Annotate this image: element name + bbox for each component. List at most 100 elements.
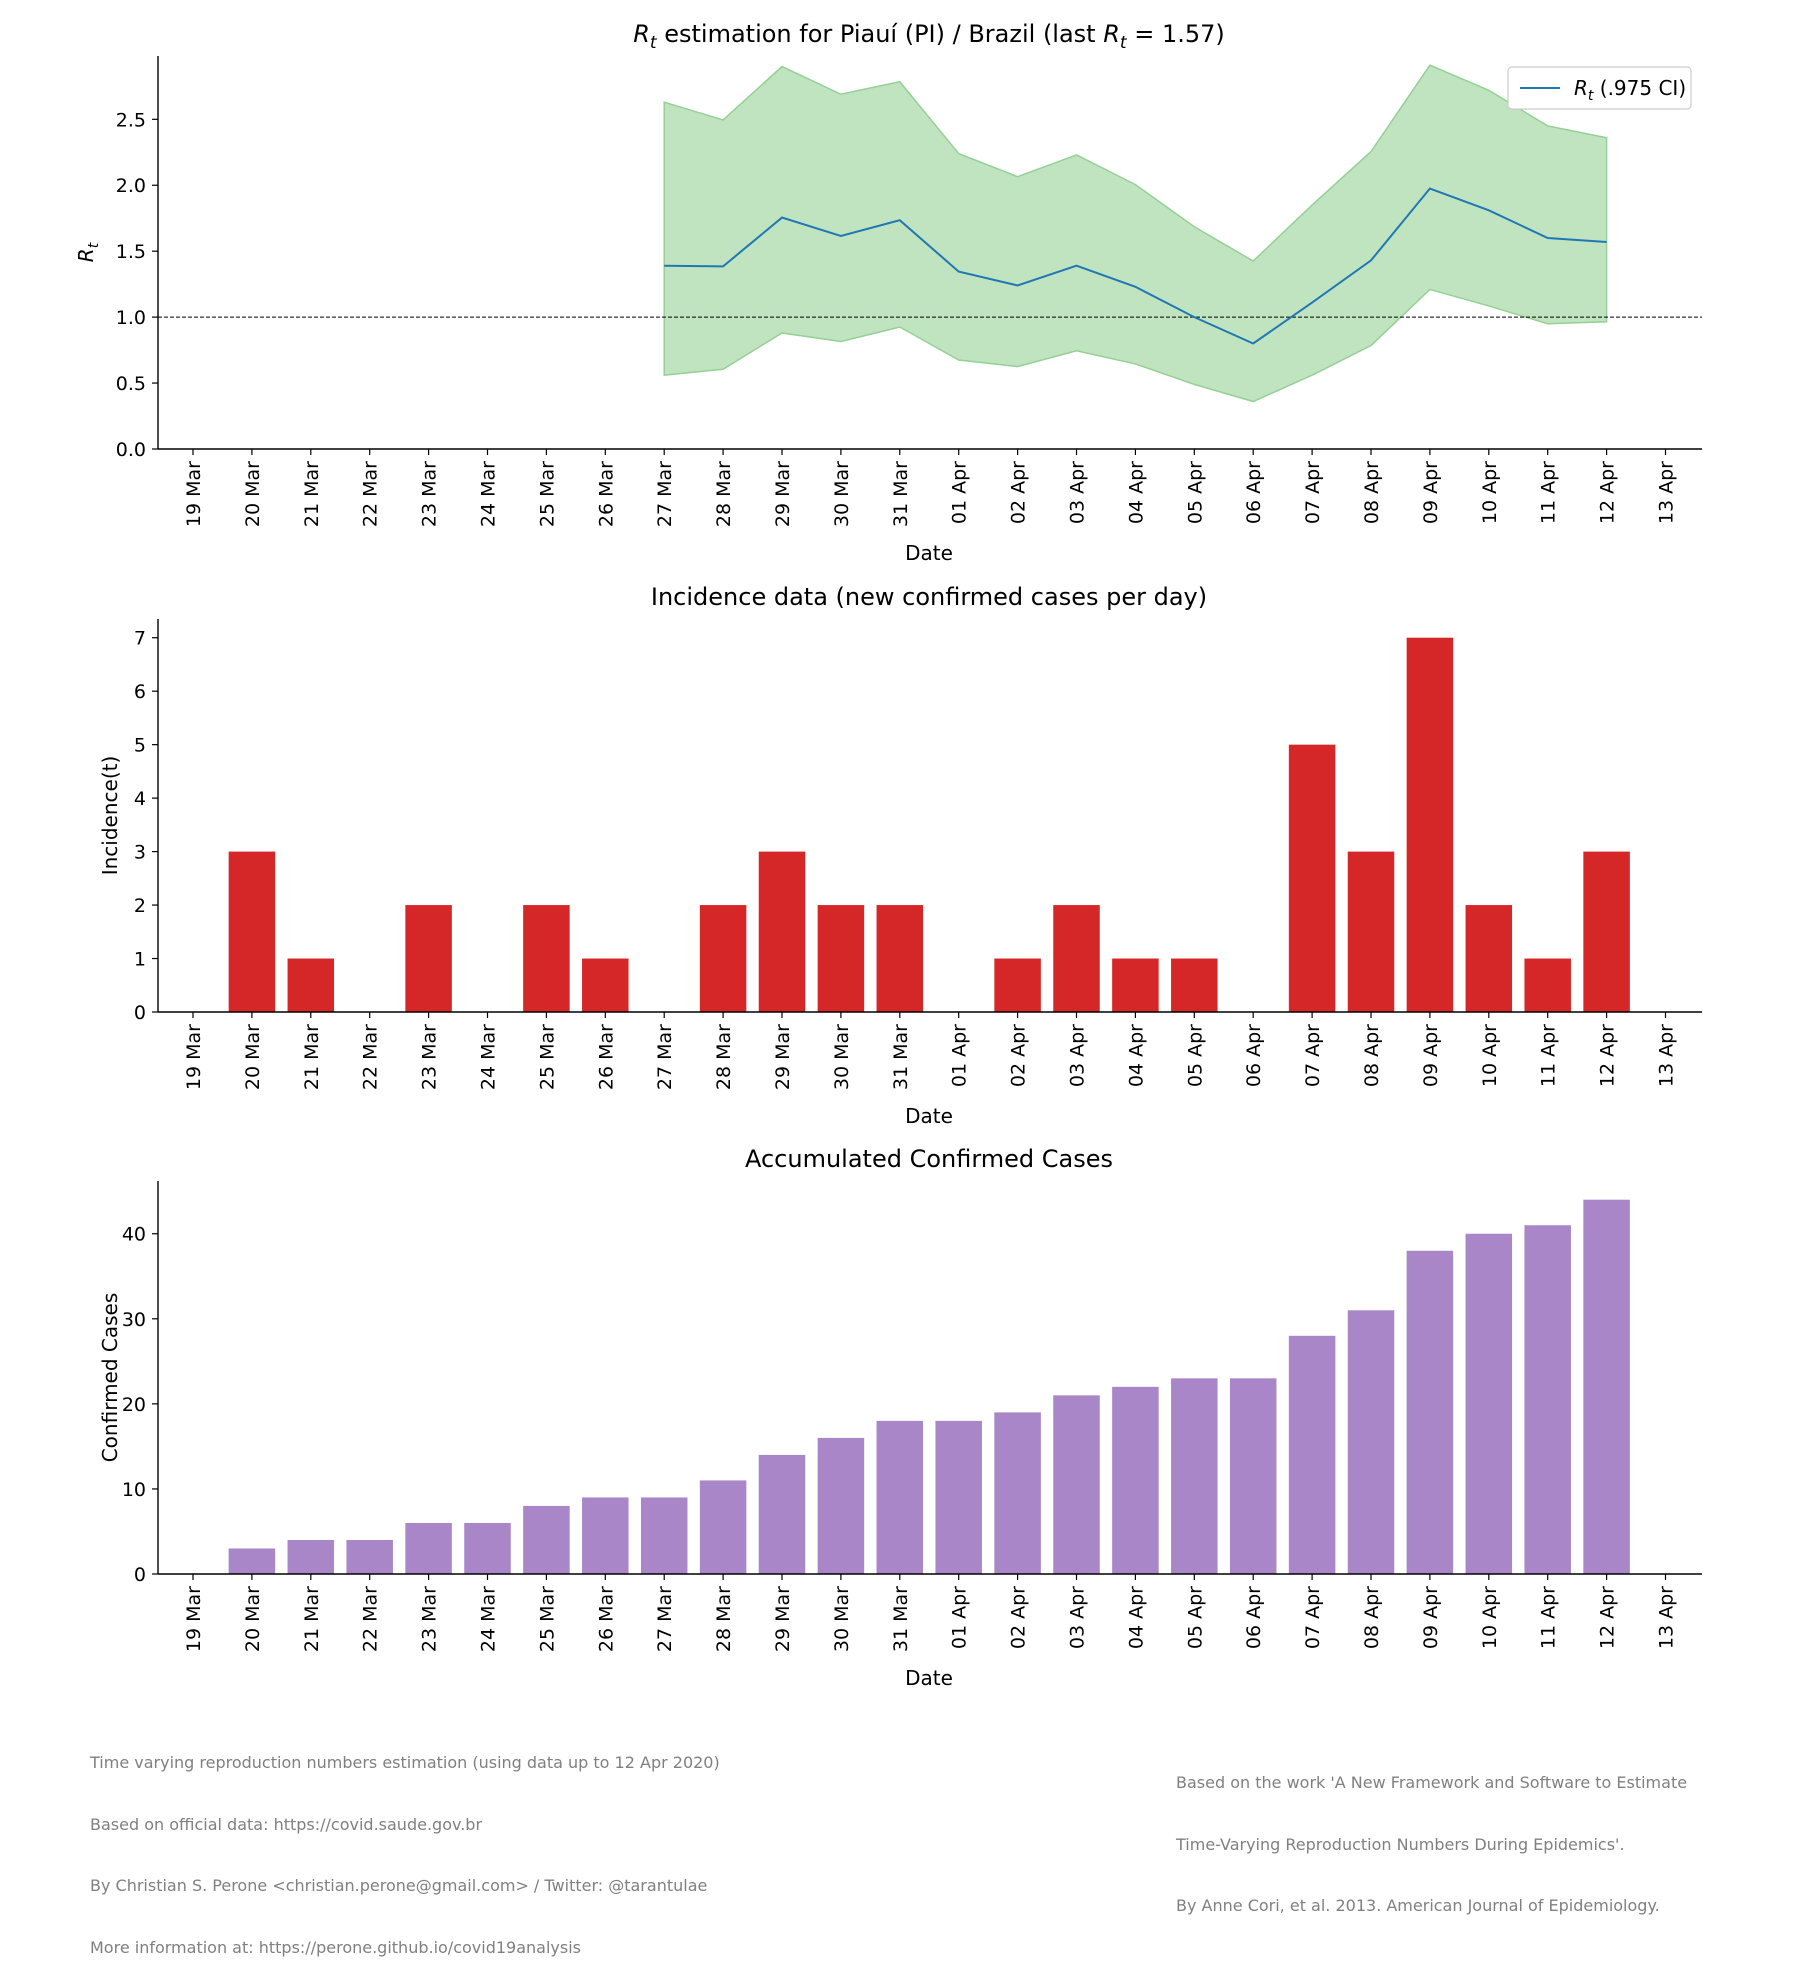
x-tick-label: 05 Apr <box>1184 1024 1206 1087</box>
x-tick-label: 23 Mar <box>419 461 441 527</box>
bar <box>405 1522 452 1574</box>
y-tick-label: 0 <box>134 1002 146 1024</box>
bar <box>1524 1225 1571 1574</box>
chart-title: Accumulated Confirmed Cases <box>745 1145 1113 1173</box>
bar <box>1583 1199 1630 1574</box>
bar <box>1171 958 1218 1012</box>
title-r: R <box>633 20 650 48</box>
accumulated-chart: 0 10 20 30 40 19 Mar 20 Mar 21 Mar 22 Mar 23 Mar 2… <box>98 1145 1702 1690</box>
bar <box>1347 1310 1395 1574</box>
x-tick-label: 09 Apr <box>1420 461 1442 524</box>
x-tick-label: 30 Mar <box>831 461 853 527</box>
title-sub: t <box>1120 33 1128 53</box>
title-text: = 1.57) <box>1127 20 1225 48</box>
x-tick-label: 22 Mar <box>360 461 382 527</box>
bar <box>758 851 806 1012</box>
y-axis-label: Confirmed Cases <box>98 1293 122 1463</box>
bar <box>817 1437 865 1574</box>
x-tick-label: 21 Mar <box>301 461 323 527</box>
bar <box>405 905 452 1012</box>
x-tick-label: 03 Apr <box>1067 1586 1089 1649</box>
rt-chart: Rt (.975 CI) 0.0 0.5 1.0 1.5 2.0 2.5 19 Mar 20 M… <box>74 20 1702 565</box>
x-tick-label: 09 Apr <box>1420 1586 1442 1649</box>
x-tick-label: 12 Apr <box>1597 461 1619 524</box>
legend-label-sub: t <box>1588 88 1594 104</box>
x-tick-label: 29 Mar <box>772 461 794 527</box>
bar <box>876 905 924 1012</box>
x-tick-label: 30 Mar <box>831 1024 853 1090</box>
y-axis-label-r: R <box>74 248 98 262</box>
bar <box>1406 637 1454 1012</box>
x-tick-label: 24 Mar <box>478 1024 500 1090</box>
y-tick-label: 7 <box>134 628 146 650</box>
rt-series-line <box>664 187 1607 345</box>
x-tick-label: 09 Apr <box>1420 1024 1442 1087</box>
x-tick-label: 25 Mar <box>536 461 558 527</box>
bar <box>346 1539 393 1574</box>
x-tick-label: 23 Mar <box>419 1586 441 1652</box>
y-axis-label: Rt <box>74 242 102 262</box>
chart-title: Rt estimation for Piauí (PI) / Brazil (l… <box>633 20 1225 53</box>
bar <box>1288 744 1336 1012</box>
x-tick-label: 07 Apr <box>1302 1586 1324 1649</box>
title-r: R <box>1103 20 1120 48</box>
x-tick-label: 01 Apr <box>949 1586 971 1649</box>
bar <box>1229 1378 1277 1574</box>
x-tick-label: 25 Mar <box>536 1024 558 1090</box>
x-tick-label: 22 Mar <box>360 1586 382 1652</box>
x-tick-label: 28 Mar <box>713 1586 735 1652</box>
footer-line: Based on the work 'A New Framework and S… <box>1176 1773 1688 1792</box>
bar <box>228 851 276 1012</box>
x-tick-label: 01 Apr <box>949 461 971 524</box>
bar <box>287 958 335 1012</box>
x-tick-label: 24 Mar <box>478 1586 500 1652</box>
x-tick-label: 11 Apr <box>1538 461 1560 524</box>
x-tick-label: 28 Mar <box>713 461 735 527</box>
bar <box>1171 1378 1218 1574</box>
x-tick-label: 12 Apr <box>1597 1024 1619 1087</box>
y-tick-label: 0.0 <box>116 439 146 461</box>
legend-label-r: R <box>1574 76 1588 100</box>
y-tick-label: 2.0 <box>116 175 146 197</box>
bar <box>287 1539 335 1574</box>
x-tick-label: 13 Apr <box>1656 461 1678 524</box>
x-tick-label: 24 Mar <box>478 461 500 527</box>
x-tick-label: 07 Apr <box>1302 1024 1324 1087</box>
footer-line: Time varying reproduction numbers estima… <box>90 1753 720 1772</box>
bar <box>582 958 629 1012</box>
y-tick-label: 3 <box>134 842 146 864</box>
footer-line: Time-Varying Reproduction Numbers During… <box>1176 1834 1625 1854</box>
x-tick-label: 05 Apr <box>1184 1586 1206 1649</box>
bar <box>1112 1386 1159 1574</box>
x-axis-label: Date <box>905 1666 953 1690</box>
bar <box>1112 958 1159 1012</box>
footer-credits: Time varying reproduction numbers estima… <box>90 1712 720 1979</box>
incidence-chart: 0 1 2 3 4 5 6 7 19 Mar 20 Mar 21 Mar 22 Mar 23 Mar 24… <box>98 583 1702 1128</box>
bar <box>464 1522 511 1574</box>
x-tick-label: 06 Apr <box>1243 1586 1265 1649</box>
x-tick-label: 10 Apr <box>1479 1024 1501 1087</box>
y-tick-label: 0.5 <box>116 373 146 395</box>
y-tick-label: 2 <box>134 895 146 917</box>
x-tick-label: 22 Mar <box>360 1024 382 1090</box>
x-tick-label: 25 Mar <box>536 1586 558 1652</box>
x-tick-label: 12 Apr <box>1597 1586 1619 1649</box>
x-tick-label: 05 Apr <box>1184 461 1206 524</box>
legend-box <box>1507 66 1692 110</box>
x-tick-label: 08 Apr <box>1361 1586 1383 1649</box>
x-tick-label: 06 Apr <box>1243 1024 1265 1087</box>
y-tick-label: 0 <box>134 1564 146 1586</box>
x-tick-label: 04 Apr <box>1125 1024 1147 1087</box>
x-axis-label: Date <box>905 1104 953 1128</box>
footer-line: More information at: https://perone.gith… <box>90 1937 581 1957</box>
footer-line: By Anne Cori, et al. 2013. American Jour… <box>1176 1896 1660 1915</box>
bar <box>1288 1335 1336 1574</box>
x-tick-label: 30 Mar <box>831 1586 853 1652</box>
x-tick-label: 31 Mar <box>890 1586 912 1652</box>
x-tick-label: 21 Mar <box>301 1586 323 1652</box>
y-axis-label: Incidence(t) <box>98 756 122 876</box>
x-tick-label: 01 Apr <box>949 1024 971 1087</box>
x-tick-label: 02 Apr <box>1008 461 1030 524</box>
bar <box>1583 851 1630 1012</box>
x-tick-label: 23 Mar <box>419 1024 441 1090</box>
